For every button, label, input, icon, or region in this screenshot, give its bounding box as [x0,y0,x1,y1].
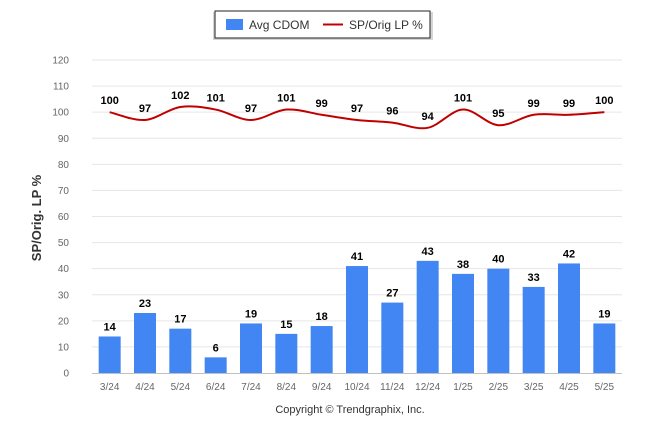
x-tick-label: 4/24 [135,382,155,393]
bar-value-label: 19 [245,308,257,320]
bar-avg-cdom [275,333,298,373]
bar-avg-cdom [204,357,227,373]
data-labels: 14 23 17 6 19 15 18 41 27 43 38 40 33 42 19 100 97 102 101… [100,90,613,354]
bar-value-label: 18 [316,311,328,323]
x-tick-label: 9/24 [312,382,332,393]
bar-series [98,260,616,373]
y-tick-label: 60 [58,212,70,223]
bar-avg-cdom [452,273,474,373]
bar-value-label: 42 [563,248,575,260]
x-tick-label: 6/24 [206,382,226,393]
x-tick-label: 11/24 [380,382,405,393]
bar-avg-cdom [310,326,333,373]
bar-value-label: 41 [351,251,363,263]
bar-value-label: 19 [598,308,610,320]
x-tick-label: 1/25 [453,382,473,393]
y-tick-label: 80 [58,160,70,171]
x-tick-label: 4/25 [559,382,579,393]
line-value-label: 100 [595,95,613,107]
line-value-label: 97 [139,103,151,115]
line-value-label: 102 [171,90,189,102]
x-tick-label: 3/25 [524,382,544,393]
x-tick-label: 2/25 [489,382,509,393]
y-tick-label: 10 [58,342,70,353]
line-value-label: 94 [422,111,435,123]
y-tick-label: 30 [58,290,70,301]
bar-avg-cdom [593,323,616,373]
bar-value-label: 15 [280,319,292,331]
x-tick-label: 5/24 [171,382,191,393]
line-value-label: 99 [316,98,328,110]
line-value-label: 101 [454,93,472,105]
legend: Avg CDOM SP/Orig LP % [213,10,433,40]
y-tick-label: 90 [58,134,70,145]
x-tick-label: 10/24 [344,382,369,393]
bar-value-label: 27 [386,288,398,300]
y-tick-label: 40 [58,264,70,275]
line-value-label: 99 [563,98,575,110]
bar-value-label: 33 [528,272,540,284]
y-axis-label: SP/Orig. LP % [29,174,44,261]
gridlines [92,59,622,348]
bar-value-label: 17 [174,314,186,326]
axes: 0 10 20 30 40 50 60 70 80 90 100 110 120 3/24 4/24 5/24… [52,56,622,393]
y-tick-label: 0 [63,369,69,380]
line-sp-orig-lp [109,105,605,130]
line-series [109,105,605,130]
line-value-label: 97 [351,103,363,115]
x-tick-label: 3/24 [100,382,120,393]
line-value-label: 99 [528,98,540,110]
bar-value-label: 38 [457,259,469,271]
legend-swatch-avg-cdom [226,19,243,30]
y-tick-label: 70 [58,186,70,197]
bar-avg-cdom [381,302,404,373]
bar-avg-cdom [134,313,156,373]
line-value-label: 96 [386,106,398,118]
bar-avg-cdom [558,263,580,373]
legend-label-avg-cdom: Avg CDOM [249,18,309,32]
line-value-label: 101 [206,93,224,105]
line-value-label: 101 [277,93,295,105]
bar-value-label: 43 [422,246,434,258]
legend-box [214,10,431,39]
x-tick-label: 12/24 [415,382,440,393]
x-tick-label: 8/24 [277,382,297,393]
bar-avg-cdom [487,268,510,373]
bar-avg-cdom [169,328,192,373]
legend-label-sp-orig-lp: SP/Orig LP % [349,18,423,32]
y-tick-label: 110 [53,82,69,93]
line-value-label: 95 [492,108,504,120]
y-tick-label: 100 [52,108,69,119]
y-tick-label: 50 [58,238,70,249]
bar-avg-cdom [98,336,121,373]
bar-value-label: 14 [104,321,117,333]
y-tick-label: 20 [58,316,70,327]
bar-value-label: 6 [213,342,219,354]
bar-value-label: 23 [139,298,151,310]
line-value-label: 97 [245,103,257,115]
bar-avg-cdom [240,323,262,373]
bar-avg-cdom [346,266,368,373]
x-tick-label: 5/25 [595,382,615,393]
bar-value-label: 40 [492,254,504,266]
line-value-label: 100 [100,95,118,107]
bar-avg-cdom [522,286,545,373]
copyright-text: Copyright © Trendgraphix, Inc. [275,404,424,416]
y-tick-label: 120 [52,56,69,67]
bar-avg-cdom [416,260,439,373]
x-tick-label: 7/24 [241,382,261,393]
